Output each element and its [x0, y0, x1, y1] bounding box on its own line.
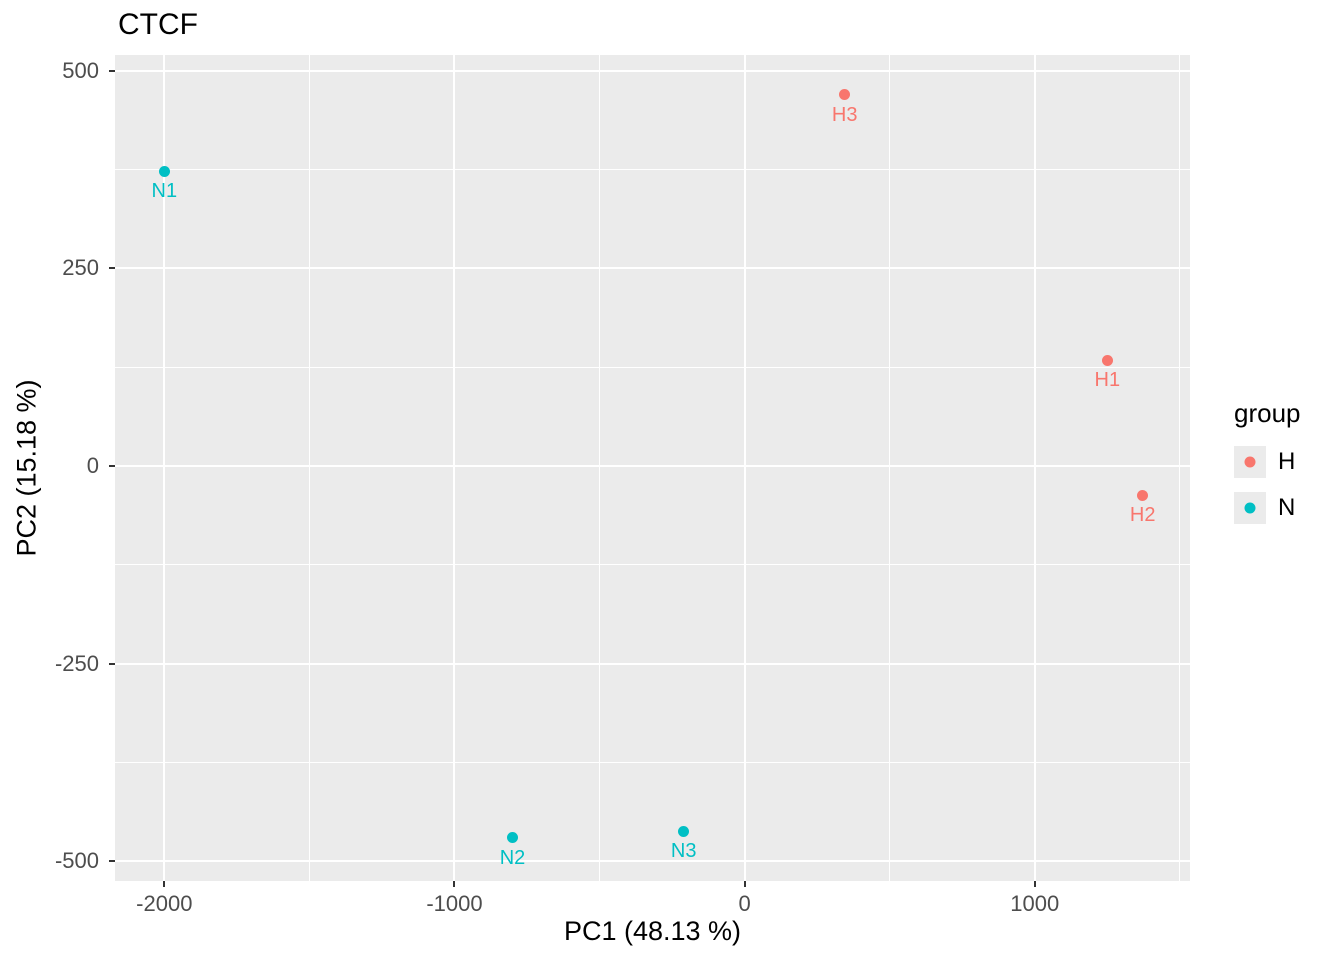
gridline-major-y	[115, 860, 1190, 863]
plot-title: CTCF	[118, 8, 198, 41]
legend-item-n: N	[1234, 489, 1301, 527]
gridline-minor-y	[115, 366, 1190, 368]
y-tick	[109, 662, 115, 665]
point-label-h1: H1	[1094, 369, 1121, 392]
y-tick-label: -500	[54, 848, 99, 874]
data-point-h2	[1137, 489, 1149, 501]
gridline-major-y	[115, 69, 1190, 72]
y-tick	[109, 465, 115, 468]
y-axis-title: PC2 (15.18 %)	[11, 379, 42, 557]
x-tick	[1033, 881, 1036, 887]
plot-panel: H3 H1 H2 N1 N2 N3	[115, 55, 1190, 881]
data-point-h3	[839, 89, 851, 101]
point-label-h2: H2	[1129, 504, 1156, 527]
x-axis-title: PC1 (48.13 %)	[563, 916, 742, 946]
gridline-minor-y	[115, 761, 1190, 763]
legend-key-n	[1234, 492, 1266, 524]
gridline-major-x	[1033, 55, 1036, 881]
y-tick	[109, 267, 115, 270]
legend-label-h: H	[1278, 448, 1296, 475]
legend-dot-h	[1244, 456, 1256, 468]
y-tick	[109, 860, 115, 863]
point-label-n3: N3	[670, 840, 697, 863]
x-tick	[163, 881, 166, 887]
x-tick	[453, 881, 456, 887]
x-axis: -2000 -1000 0 1000	[115, 881, 1190, 926]
x-tick-label: 1000	[1010, 891, 1060, 916]
gridline-minor-y	[115, 564, 1190, 566]
legend-label-n: N	[1278, 494, 1296, 521]
gridline-major-x	[453, 55, 456, 881]
y-tick-label: 500	[62, 57, 99, 83]
gridline-major-y	[115, 465, 1190, 468]
legend-key-h	[1234, 446, 1266, 478]
x-tick	[743, 881, 746, 887]
x-tick-label: -1000	[426, 891, 483, 916]
y-tick-label: 250	[62, 255, 99, 281]
data-point-n3	[678, 825, 690, 837]
gridline-major-x	[743, 55, 746, 881]
gridline-major-y	[115, 662, 1190, 665]
point-label-n1: N1	[151, 180, 178, 203]
y-tick-label: 0	[86, 453, 99, 479]
gridline-major-x	[163, 55, 166, 881]
gridline-minor-x	[599, 55, 601, 881]
legend-title: group	[1234, 398, 1301, 428]
data-point-h1	[1101, 354, 1113, 366]
gridline-minor-x	[889, 55, 891, 881]
x-tick-label: -2000	[136, 891, 193, 916]
gridline-major-y	[115, 267, 1190, 270]
point-label-h3: H3	[831, 103, 858, 126]
gridline-minor-x	[1179, 55, 1181, 881]
y-tick-label: -250	[54, 650, 99, 676]
gridline-minor-x	[308, 55, 310, 881]
y-axis: 500 250 0 -250 -500	[0, 55, 115, 881]
y-tick	[109, 69, 115, 72]
data-point-n1	[158, 165, 170, 177]
gridline-minor-y	[115, 169, 1190, 171]
x-tick-label: 0	[738, 891, 751, 916]
point-label-n2: N2	[499, 846, 526, 869]
data-point-n2	[507, 832, 518, 844]
legend-dot-n	[1244, 502, 1256, 514]
legend-item-h: H	[1234, 443, 1301, 481]
